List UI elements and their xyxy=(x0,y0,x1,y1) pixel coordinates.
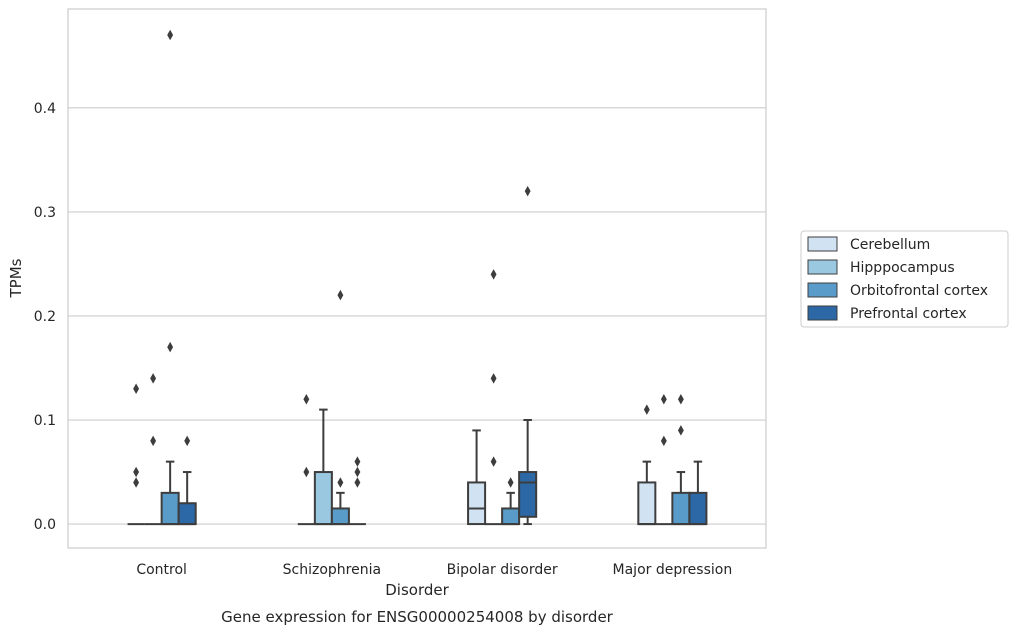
box-group xyxy=(518,185,538,526)
box-group xyxy=(313,408,333,526)
box-group xyxy=(671,393,691,526)
x-tick-label: Bipolar disorder xyxy=(447,562,558,578)
outlier-point xyxy=(133,466,140,478)
legend: Cerebellum Hipppocampus Orbitofrontal cort… xyxy=(800,230,1009,328)
box xyxy=(177,502,197,526)
outlier-point xyxy=(677,393,684,405)
outlier-point xyxy=(337,477,344,488)
legend-entry: Orbitofrontal cortex xyxy=(850,283,988,299)
outlier-point xyxy=(184,435,191,447)
box xyxy=(637,481,657,526)
box-group xyxy=(655,393,673,526)
outlier-point xyxy=(660,435,667,447)
y-axis-ticks: 0.0 0.1 0.2 0.3 0.4 xyxy=(34,101,56,533)
box xyxy=(313,471,333,526)
outlier-point xyxy=(490,269,497,280)
y-tick-label: 0.4 xyxy=(34,101,56,117)
outlier-point xyxy=(337,289,344,301)
outlier-point xyxy=(303,466,310,478)
outlier-point xyxy=(660,393,667,405)
box xyxy=(518,471,538,518)
box-group xyxy=(144,373,162,526)
outlier-point xyxy=(133,383,140,395)
legend-swatch xyxy=(807,282,838,298)
legend-swatch xyxy=(807,305,838,321)
chart-title: Gene expression for ENSG00000254008 by d… xyxy=(221,608,614,626)
y-tick-label: 0.1 xyxy=(34,413,56,429)
box-group xyxy=(297,393,315,526)
outlier-point xyxy=(150,435,157,447)
outlier-point xyxy=(167,29,174,41)
x-tick-label: Schizophrenia xyxy=(283,562,381,578)
box-group xyxy=(127,383,145,526)
outlier-point xyxy=(133,477,140,488)
outlier-point xyxy=(677,425,684,436)
legend-entry: Prefrontal cortex xyxy=(850,306,967,322)
box-group xyxy=(501,477,521,526)
legend-swatch xyxy=(807,259,838,275)
outlier-point xyxy=(490,456,497,467)
box-group xyxy=(485,269,503,526)
x-tick-label: Major depression xyxy=(613,562,733,578)
box-marks xyxy=(127,29,708,526)
outlier-point xyxy=(524,185,531,197)
outlier-point xyxy=(507,477,514,488)
box xyxy=(501,507,521,526)
box xyxy=(467,481,487,526)
box-group xyxy=(688,460,708,526)
y-tick-label: 0.3 xyxy=(34,205,56,221)
x-axis-ticks: Control Schizophrenia Bipolar disorder Majo… xyxy=(136,562,732,578)
x-tick-label: Control xyxy=(136,562,187,578)
outlier-point xyxy=(643,404,650,415)
box xyxy=(671,491,691,526)
outlier-point xyxy=(354,477,361,488)
plot-area-frame xyxy=(67,8,767,549)
x-axis-label: Disorder xyxy=(385,581,449,599)
box-group xyxy=(637,404,657,526)
legend-entry: Hipppocampus xyxy=(850,260,955,276)
outlier-point xyxy=(167,341,174,353)
outlier-point xyxy=(490,373,497,384)
box-group xyxy=(467,429,487,526)
legend-entry: Cerebellum xyxy=(850,237,930,253)
box-group xyxy=(177,435,197,526)
box xyxy=(330,507,350,526)
box-group xyxy=(348,456,366,526)
legend-frame xyxy=(800,230,1009,328)
outlier-point xyxy=(354,456,361,467)
y-tick-label: 0.2 xyxy=(34,309,56,325)
box xyxy=(688,491,708,526)
box-group xyxy=(160,29,180,526)
box xyxy=(160,491,180,526)
outlier-point xyxy=(303,393,310,405)
y-axis-label: TPMs xyxy=(7,258,25,298)
outlier-point xyxy=(354,466,361,478)
legend-swatch xyxy=(807,236,838,252)
box-group xyxy=(330,289,350,526)
y-tick-label: 0.0 xyxy=(34,517,56,533)
outlier-point xyxy=(150,373,157,384)
